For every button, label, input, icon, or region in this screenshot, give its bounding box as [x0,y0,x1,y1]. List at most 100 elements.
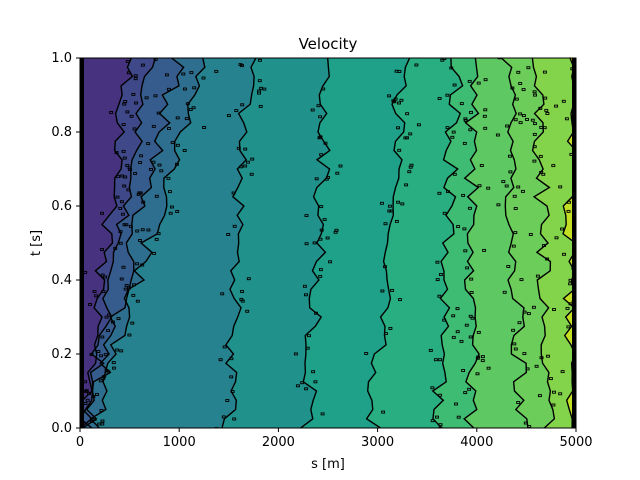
contour-speck [257,89,262,93]
contour-speck [454,432,457,434]
contour-speck [188,108,193,111]
y-axis-label: t [s] [29,230,44,256]
contour-speck [120,212,125,216]
contour-speck [456,415,461,419]
contour-speck [511,328,516,332]
contour-speck [434,429,437,431]
contour-speck [542,126,547,130]
contour-speck [579,193,582,195]
contour-speck [416,123,421,127]
contour-speck [451,335,456,339]
contour-speck [239,297,244,301]
contour-speck [566,209,571,213]
contour-speck [533,93,537,97]
contour-speck [451,130,456,134]
contour-speck [409,163,414,167]
contour-speck [135,299,140,303]
contour-speck [240,64,244,68]
contour-speck [80,404,84,408]
contour-speck [551,164,556,168]
contour-speck [319,205,324,209]
contour-speck [222,345,227,349]
contour-speck [438,358,443,362]
contour-speck [195,53,198,55]
contour-speck [307,334,311,338]
x-tick-label: 0 [76,435,84,450]
contour-speck [408,132,413,136]
velocity-band [464,58,528,428]
contour-speck [566,200,571,204]
contour-speck [136,192,141,196]
contour-speck [579,389,582,391]
contour-speck [311,370,316,374]
x-tick-label: 5000 [559,435,592,450]
contour-speck [220,292,225,296]
contour-speck [455,330,460,334]
contour-speck [510,55,513,57]
contour-speck [310,108,315,112]
contour-speck [89,353,94,356]
contour-speck [76,372,79,374]
contour-speck [140,63,145,67]
contour-speck [571,300,576,303]
contour-speck [202,126,207,129]
contour-speck [305,346,310,350]
contour-speck [318,135,323,139]
right-edge-contour [572,58,576,428]
contour-speck [94,294,99,298]
contour-speck [333,230,338,234]
contour-speck [80,426,84,428]
contour-speck [134,101,139,105]
contour-speck [89,430,92,432]
contour-speck [510,86,515,90]
contour-speck [130,321,135,325]
contour-speck [318,237,323,241]
contour-speck [512,342,517,346]
contour-speck [483,126,488,130]
contour-speck [87,430,90,432]
contour-speck [328,260,333,264]
contour-speck [445,93,450,97]
contour-speck [459,339,464,343]
contour-speck [574,197,576,201]
contour-speck [236,146,241,150]
contour-speck [537,394,542,398]
contour-speck [477,184,482,188]
contour-speck [115,195,120,199]
contour-speck [467,79,472,83]
contour-speck [522,352,527,356]
contour-speck [381,410,386,414]
contour-speck [513,118,518,122]
contour-specks [76,53,582,434]
contour-speck [532,159,537,163]
contour-speck [100,419,105,423]
contour-line [89,58,206,428]
contour-speck [542,70,547,74]
contour-speck [482,114,487,118]
contour-speck [135,262,140,266]
x-axis-label: s [m] [311,457,345,472]
contour-speck [139,154,144,158]
contour-speck [577,266,580,268]
contour-speck [463,391,468,395]
contour-speck [391,99,396,103]
contour-speck [507,154,512,158]
contour-speck [454,402,458,406]
contour-speck [566,325,571,329]
contour-speck [511,244,516,248]
contour-speck [126,188,131,192]
contour-speck [132,283,136,287]
contour-speck [151,160,156,164]
contour-speck [545,112,550,115]
contour-speck [495,133,500,137]
contour-speck [463,117,468,121]
contour-speck [390,288,395,292]
contour-speck [127,333,132,337]
contour-speck [531,305,536,309]
contour-speck [115,174,120,178]
contour-speck [541,172,546,176]
contour-speck [396,200,401,204]
contour-speck [469,291,474,294]
y-tick-label: 0.4 [51,273,72,288]
contour-speck [168,190,172,194]
